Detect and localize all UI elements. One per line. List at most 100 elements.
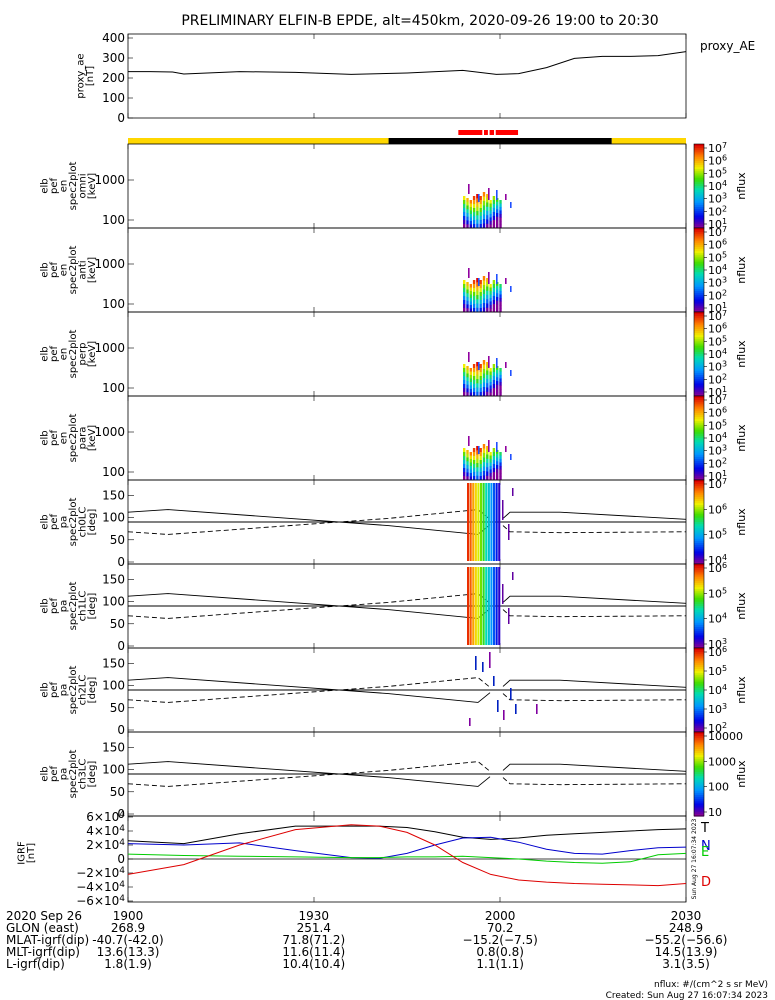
- en-panel-0-spec-cell: [479, 216, 482, 221]
- en-panel-2-spec-cell: [492, 368, 496, 373]
- en-panel-2-spec-cell: [492, 376, 496, 381]
- igrf-panel-ylabel-line: IGRF: [16, 841, 27, 865]
- en-panel-3-spec-cell: [476, 467, 479, 472]
- en-panel-1-spec-cell: [489, 301, 492, 306]
- en-panel-3-spec-cell: [496, 465, 499, 470]
- en-panel-1-spec-cell: [499, 284, 502, 288]
- en-panel-1-spec-cell: [482, 280, 486, 286]
- units-footnote: nflux: #/(cm^2 s sr MeV): [654, 980, 768, 990]
- en-panel-0-spec-cell: [472, 208, 476, 213]
- en-panel-3-spec-cell: [492, 452, 496, 457]
- colorbar-0-segment: [694, 192, 704, 195]
- pa-panel-2-spec-cell: [510, 688, 512, 700]
- colorbar-5-segment: [694, 601, 704, 605]
- colorbar-2-segment: [694, 351, 704, 355]
- colorbar-3-tick-label: 106: [708, 406, 727, 420]
- en-panel-0-spec-cell: [479, 204, 482, 209]
- en-panel-0-spec-cell: [482, 201, 486, 206]
- en-panel-1-spec-cell: [479, 280, 482, 285]
- colorbar-7-segment: [694, 740, 704, 744]
- pa-panel-3-ytick-label: 150: [102, 740, 125, 754]
- colorbar-2-tick-label: 107: [708, 309, 727, 323]
- en-panel-2-spec-cell: [499, 385, 502, 390]
- pa-panel-3-ylabel-line: pef: [49, 766, 60, 783]
- colorbar-0-segment: [694, 209, 704, 212]
- colorbar-2-tick-label: 105: [708, 334, 727, 348]
- colorbar-5-segment: [694, 624, 704, 628]
- colorbar-6-segment: [694, 690, 704, 693]
- colorbar-4-segment: [694, 551, 704, 555]
- colorbar-6-segment: [694, 673, 704, 676]
- colorbar-6-segment: [694, 681, 704, 685]
- ae-ytick-label: 100: [102, 91, 125, 105]
- colorbar-2-segment: [694, 356, 704, 359]
- colorbar-2-segment: [694, 364, 704, 368]
- en-panel-0-spec-cell: [478, 194, 480, 202]
- en-panel-1-spec-cell: [499, 298, 502, 302]
- en-panel-3-spec-cell: [482, 457, 486, 463]
- en-panel-3-spec-cell: [492, 464, 496, 469]
- colorbar-0-label-group: nflux: [735, 172, 748, 200]
- igrf-panel-ytick-label: −6×104: [76, 894, 125, 908]
- en-panel-3-spec-cell: [476, 450, 479, 455]
- en-panel-3-spec-cell: [496, 476, 499, 481]
- en-panel-1-spec-cell: [486, 282, 489, 287]
- colorbar-0-segment: [694, 156, 704, 160]
- en-panel-1-spec-cell: [489, 284, 492, 288]
- en-panel-0-spec-cell: [499, 224, 502, 229]
- colorbar-2-segment: [694, 372, 704, 376]
- en-panel-1-spec-cell: [479, 304, 482, 309]
- colorbar-7-segment: [694, 774, 704, 777]
- en-panel-1-spec-cell: [472, 296, 476, 301]
- pa-panel-0-spec-column: [485, 483, 488, 561]
- colorbar-1-label: nflux: [735, 256, 748, 284]
- en-panel-0-spec-cell: [482, 223, 486, 229]
- colorbar-4-segment: [694, 517, 704, 521]
- colorbar-5-segment: [694, 645, 704, 649]
- en-panel-1-spec-cell: [486, 307, 489, 313]
- en-panel-1-spec-cell: [479, 300, 482, 305]
- pa-panel-0-ylabel-line: [deg]: [87, 509, 98, 536]
- en-panel-2-spec-cell: [463, 392, 466, 397]
- en-panel-3-spec-cell: [466, 465, 469, 470]
- en-panel-2-spec-cell: [479, 368, 482, 373]
- en-panel-0-spec-cell: [469, 207, 472, 211]
- colorbar-0-segment: [694, 167, 704, 170]
- colorbar-4-segment: [694, 511, 704, 515]
- ephem-value: 1900: [113, 909, 144, 923]
- colorbar-6-segment: [694, 725, 704, 729]
- en-panel-1-spec-cell: [472, 304, 476, 309]
- colorbar-3-tick-label: 107: [708, 393, 727, 407]
- colorbar-0-segment: [694, 190, 704, 193]
- en-panel-2-spec-cell: [472, 392, 476, 397]
- colorbar-1-segment: [694, 278, 704, 282]
- colorbar-7-tick-label: 100: [708, 781, 729, 794]
- colorbar-4-segment: [694, 492, 704, 496]
- en-panel-2-spec-cell: [476, 370, 479, 376]
- colorbar-3-segment: [694, 414, 704, 418]
- en-panel-1-spec-cell: [469, 294, 472, 299]
- pa-panel-0-spec-cell: [502, 500, 504, 520]
- en-panel-0-spec-cell: [466, 216, 469, 221]
- colorbar-2-segment: [694, 314, 704, 317]
- en-panel-1-spec-cell: [476, 290, 479, 296]
- en-panel-0-spec-cell: [482, 196, 486, 202]
- pa-panel-1-spec-column: [477, 567, 480, 645]
- en-panel-0-spec-cell: [466, 220, 469, 225]
- ephem-row-label: GLON (east): [6, 921, 79, 935]
- en-panel-0-spec-cell: [466, 198, 469, 203]
- en-panel-2-spec-cell: [482, 360, 486, 365]
- en-panel-0-spec-cell: [463, 208, 466, 213]
- en-panel-1-spec-cell: [478, 278, 480, 286]
- colorbar-7-tick-label: 10: [708, 806, 722, 819]
- colorbar-4-segment: [694, 503, 704, 506]
- en-panel-1-spec-cell: [489, 291, 492, 295]
- colorbar-3-segment: [694, 452, 704, 456]
- colorbar-6-segment: [694, 656, 704, 660]
- colorbar-2-segment: [694, 381, 704, 384]
- colorbar-7-segment: [694, 759, 704, 762]
- en-panel-2-spec-cell: [469, 389, 472, 393]
